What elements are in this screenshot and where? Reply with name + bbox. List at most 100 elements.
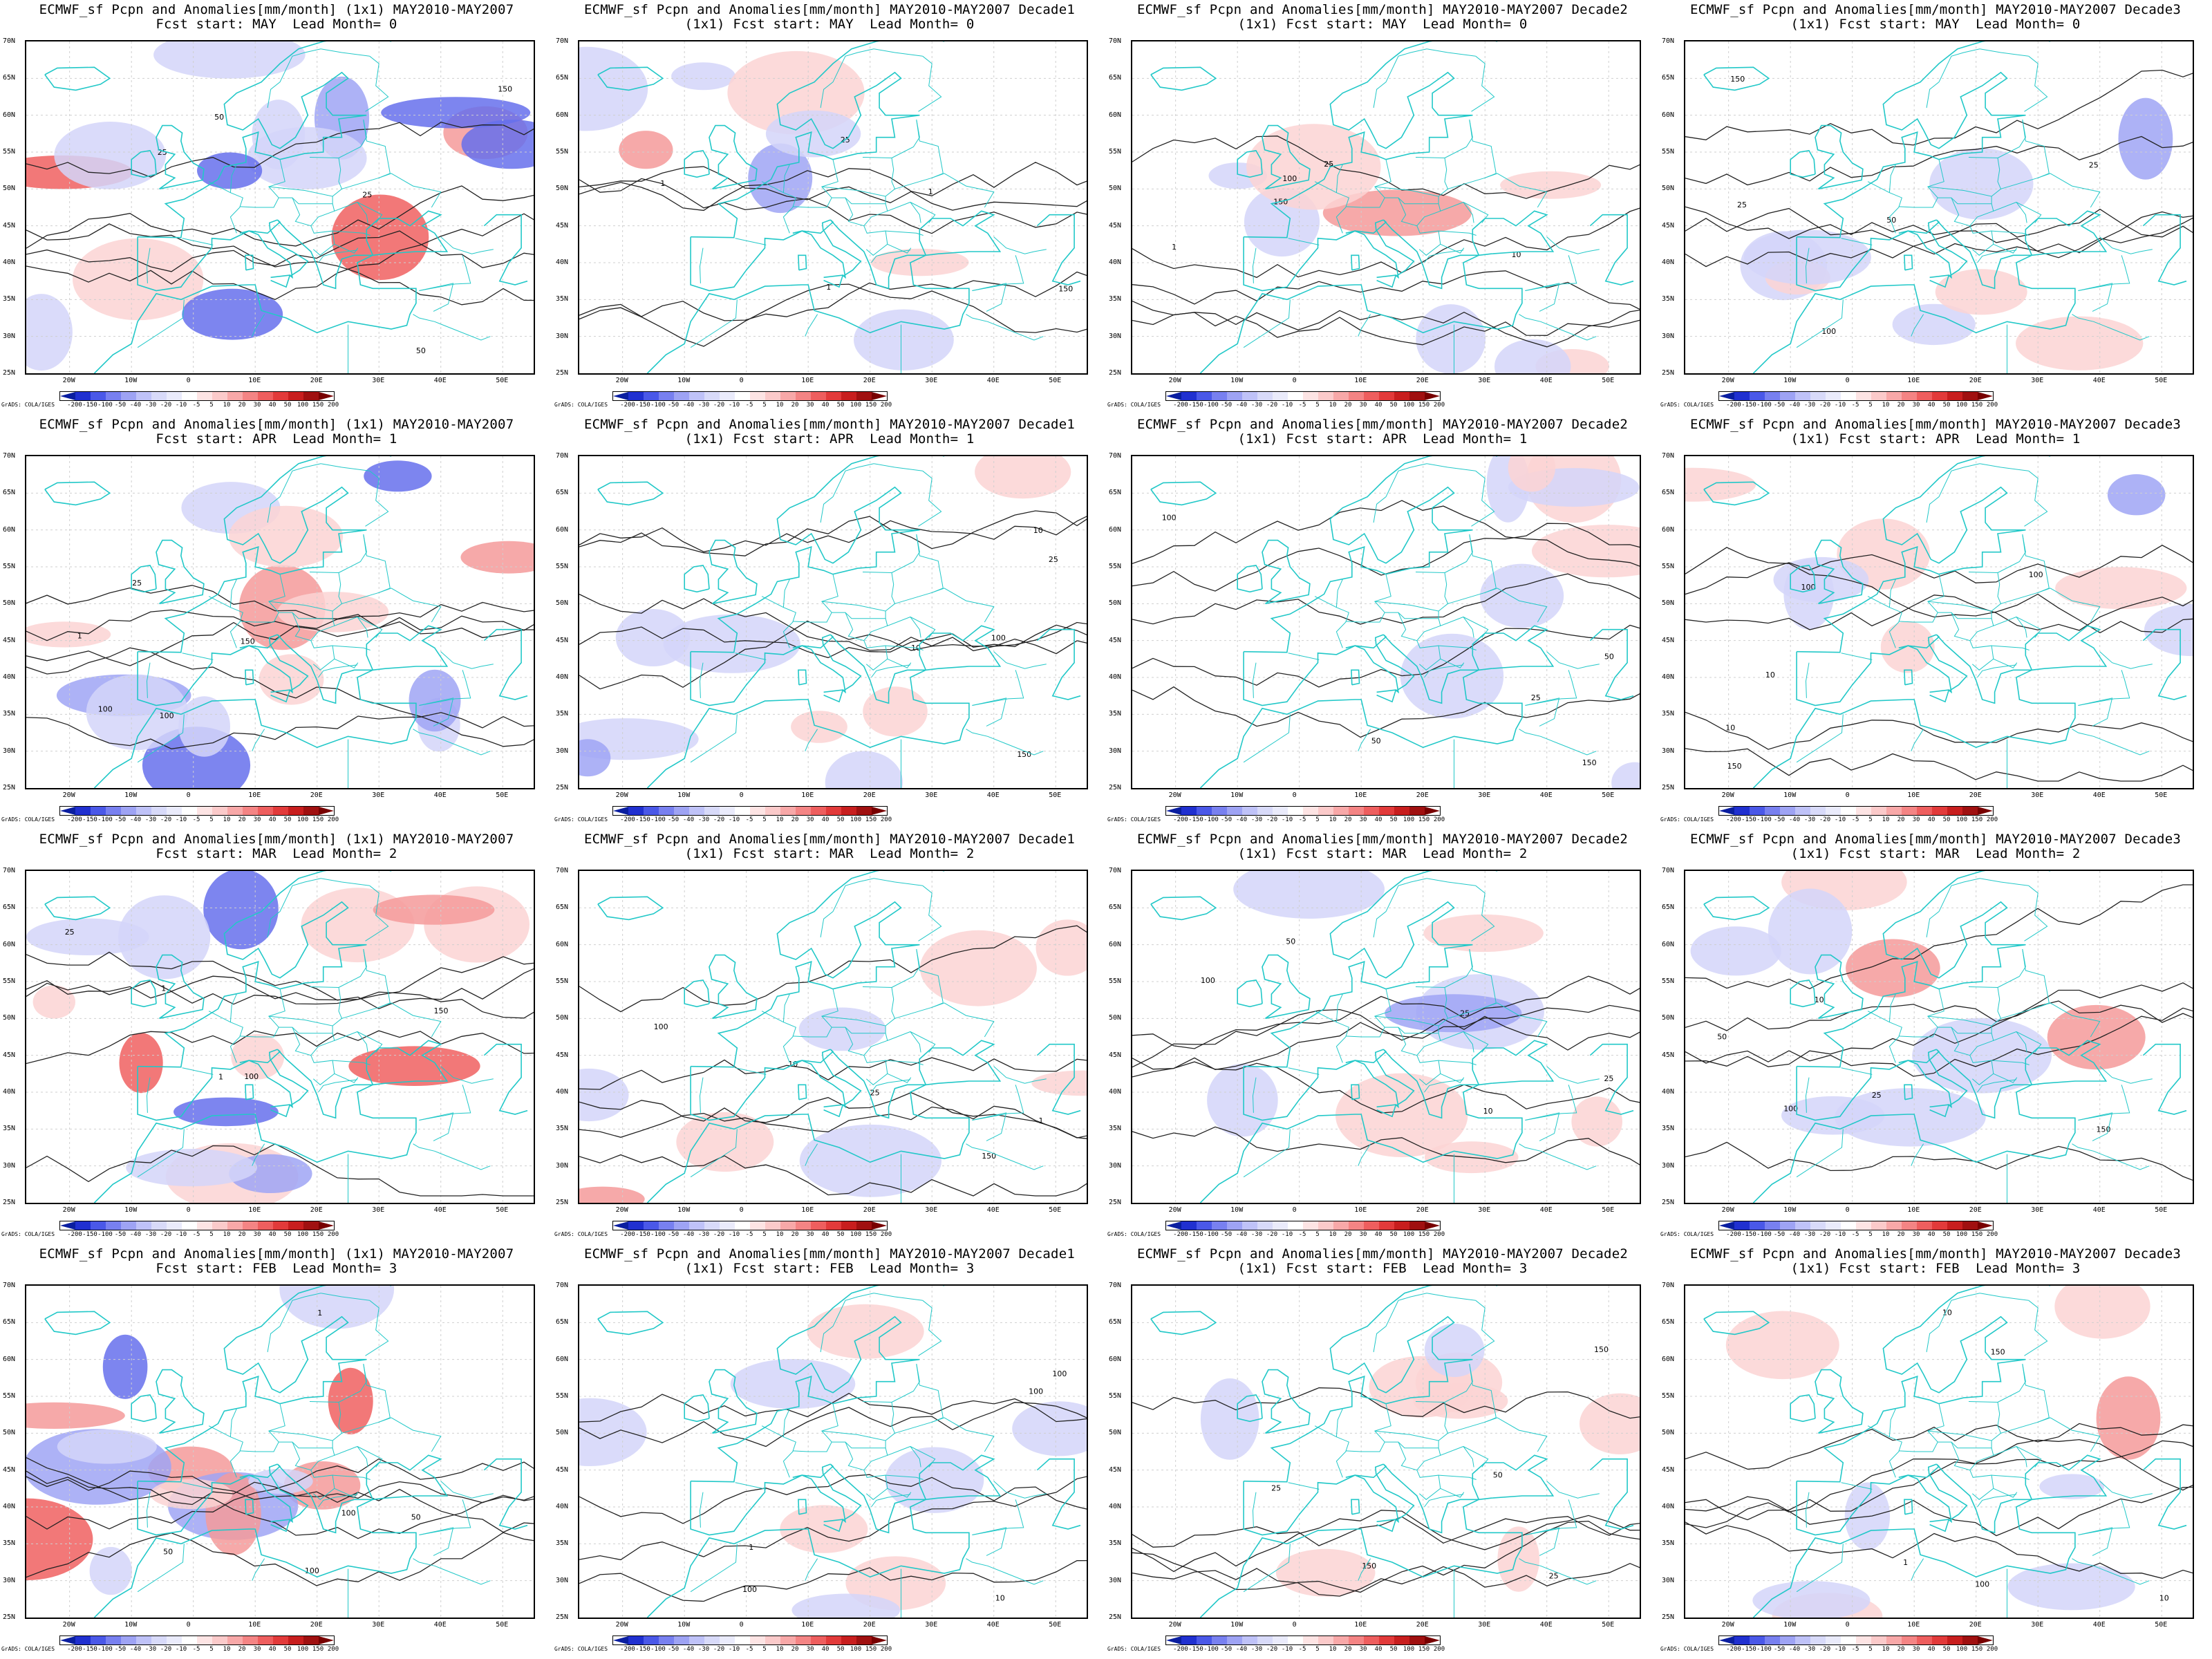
colorbar-tick-label: 150 [1971, 816, 1983, 823]
negative-anomaly-area [1494, 339, 1571, 373]
colorbar-tick-label: 150 [1418, 1231, 1430, 1238]
colorbar-tick-label: 30 [253, 1646, 261, 1653]
colorbar-tick-label: 40 [1374, 1231, 1382, 1238]
negative-anomaly-area [798, 1007, 886, 1051]
country-border [365, 1300, 389, 1356]
colorbar-tick-label: 200 [880, 402, 892, 409]
colorbar-tick-label: -150 [635, 1646, 650, 1653]
colorbar-tick-label: -50 [667, 402, 679, 409]
country-border [2016, 202, 2042, 223]
colorbar-swatch [659, 392, 674, 400]
lat-label: 60N [1662, 111, 1675, 119]
colorbar-tick-label: -30 [144, 402, 157, 409]
country-border [690, 1544, 738, 1593]
country-border [419, 255, 471, 291]
lat-label: 50N [3, 599, 16, 608]
colorbar-swatch [765, 807, 780, 815]
lat-label: 25N [1109, 1613, 1122, 1621]
colorbar-tick-label: -50 [667, 1646, 679, 1653]
precip-contour [579, 516, 1087, 552]
country-border [413, 1143, 491, 1170]
country-border [887, 1488, 912, 1498]
country-border [1911, 1143, 1924, 1166]
colorbar-swatch [720, 807, 735, 815]
colorbar-swatch [258, 1221, 273, 1230]
coastline [1790, 150, 1816, 178]
colorbar-swatch [273, 392, 288, 400]
panel-title: ECMWF_sf Pcpn and Anomalies[mm/month] (1… [0, 1247, 553, 1276]
country-border [1335, 1408, 1343, 1437]
panel-title-line1: ECMWF_sf Pcpn and Anomalies[mm/month] MA… [584, 832, 1075, 847]
precip-contour [1132, 1387, 1640, 1419]
positive-anomaly-area [1685, 467, 1756, 502]
contour-label: 25 [1549, 1572, 1559, 1581]
colorbar-tick-label: -50 [667, 1231, 679, 1238]
colorbar-tick-label: -20 [713, 1646, 725, 1653]
coastline [1345, 1049, 1415, 1109]
lat-label: 35N [3, 295, 16, 303]
country-border [440, 651, 494, 669]
colorbar-tick-label: -20 [160, 1231, 172, 1238]
country-border [871, 1494, 910, 1508]
colorbar-swatch [1318, 807, 1333, 815]
country-border [863, 225, 888, 256]
coastline [792, 1463, 862, 1524]
country-border [318, 1494, 357, 1508]
country-border [918, 55, 942, 112]
contour-label: 25 [1604, 1074, 1613, 1083]
negative-anomaly-area [1200, 1378, 1259, 1460]
colorbar-tick-label: 30 [1912, 1646, 1920, 1653]
colorbar-swatch [197, 807, 212, 815]
country-border [1968, 572, 2002, 612]
panel-title-line2: Fcst start: APR Lead Month= 1 [156, 431, 397, 447]
colorbar-swatch [1364, 392, 1379, 400]
positive-anomaly-area [373, 894, 495, 925]
country-border [874, 878, 923, 886]
panel-title-line2: Fcst start: MAY Lead Month= 0 [156, 17, 397, 32]
country-border [2000, 1002, 2050, 1019]
country-border [1469, 949, 1497, 1003]
country-border [1519, 1558, 1597, 1585]
colorbar-tick-label: 200 [880, 1231, 892, 1238]
precip-contour [1685, 69, 2193, 146]
country-border [1252, 1492, 1257, 1528]
lat-label: 55N [3, 148, 16, 156]
colorbar-tick-label: -10 [1834, 816, 1846, 823]
precip-contour [579, 1402, 1087, 1447]
colorbar-swatch [319, 1636, 334, 1644]
country-border [2072, 729, 2150, 756]
lon-label: 30E [1478, 791, 1491, 799]
lat-label: 60N [1109, 1355, 1122, 1363]
country-border [690, 1129, 738, 1178]
colorbar-swatch [720, 1221, 735, 1230]
country-border [845, 612, 888, 641]
precip-contour [26, 1457, 534, 1539]
colorbar-tick-label: 10 [776, 1646, 784, 1653]
country-border [1993, 1073, 2018, 1083]
colorbar-swatch [1425, 392, 1440, 400]
colorbar-tick-label: -40 [1788, 1646, 1801, 1653]
colorbar-tick-label: -5 [192, 402, 200, 409]
lon-label: 0 [1292, 377, 1297, 384]
colorbar-tick-label: 200 [1986, 1646, 1998, 1653]
colorbar-tick-label: -40 [682, 1646, 695, 1653]
country-border [2038, 1417, 2101, 1452]
colorbar-swatch [319, 807, 334, 815]
colorbar-swatch [872, 1221, 887, 1230]
country-border [2078, 1499, 2130, 1535]
coastline [131, 980, 157, 1008]
panel-title-line1: ECMWF_sf Pcpn and Anomalies[mm/month] MA… [1137, 417, 1628, 432]
coastline [245, 1084, 254, 1100]
colorbar-tick-label: 50 [1942, 1646, 1951, 1653]
negative-anomaly-area [579, 46, 648, 131]
grads-credit: GrADS: COLA/IGES [554, 816, 608, 823]
colorbar-tick-label: 100 [297, 816, 309, 823]
country-border [1335, 993, 1343, 1022]
colorbar-tick-label: 10 [223, 1231, 231, 1238]
colorbar-swatch [856, 1221, 872, 1230]
negative-anomaly-area [279, 1286, 395, 1329]
colorbar-tick-label: 5 [1868, 1231, 1873, 1238]
panel-title: ECMWF_sf Pcpn and Anomalies[mm/month] MA… [1106, 832, 1659, 861]
colorbar-swatch [1288, 392, 1303, 400]
country-border [413, 314, 491, 341]
